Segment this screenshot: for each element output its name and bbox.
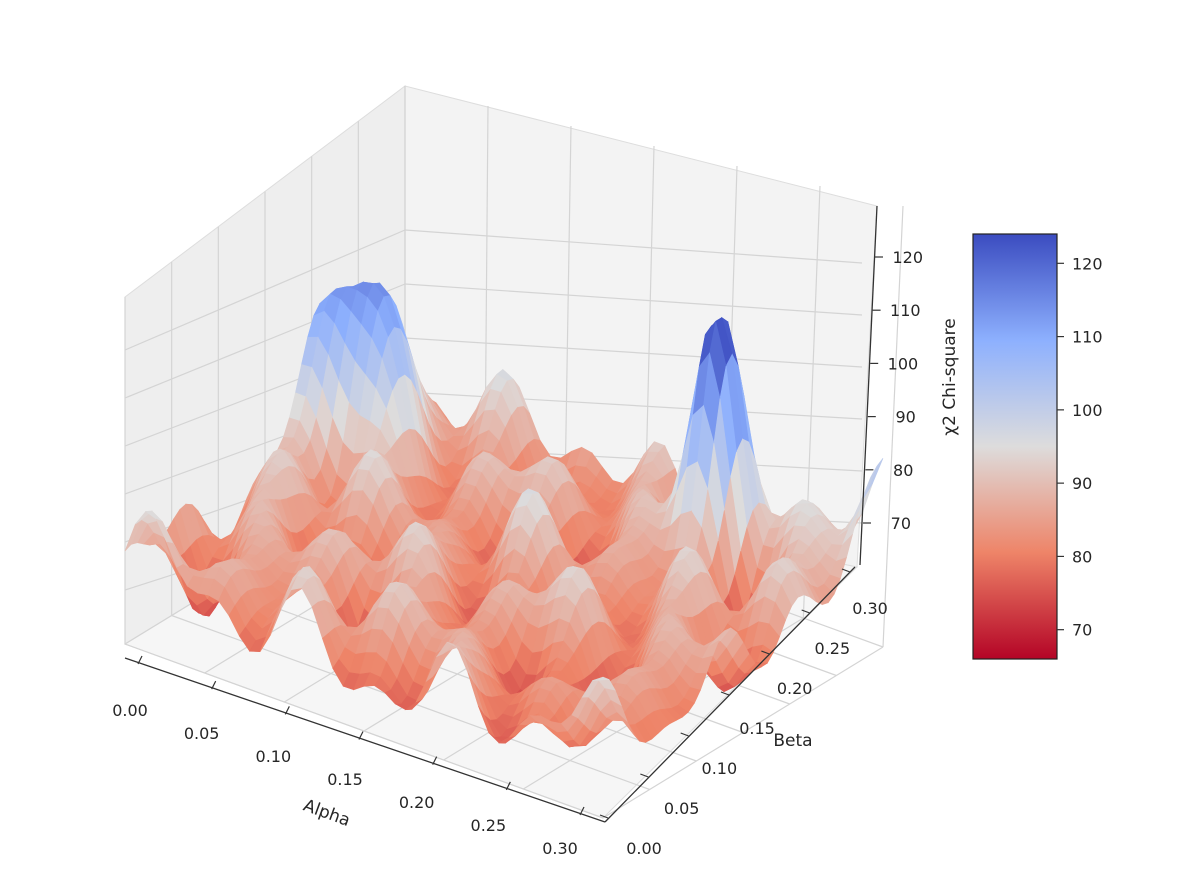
z-tick-label: 100 (888, 354, 919, 373)
y-tick-group: 0.00 0.05 0.10 0.15 0.20 0.25 0.30 (599, 568, 888, 858)
x-tick (284, 706, 290, 715)
surface-patch (866, 458, 884, 494)
colorbar-tick-label: 110 (1072, 328, 1103, 347)
grid-line (404, 337, 863, 368)
grid-line (602, 646, 884, 819)
axis-lines (124, 205, 878, 823)
y-tick-label: 0.20 (777, 679, 813, 698)
y-tick (720, 691, 730, 696)
colorbar-tick-label: 70 (1072, 621, 1092, 640)
grid-line (882, 205, 904, 648)
x-tick-label: 0.20 (399, 793, 435, 812)
y-tick (761, 650, 770, 655)
colorbar-tick-label: 100 (1072, 401, 1103, 420)
y-tick (680, 732, 689, 737)
colorbar-gradient (972, 233, 1058, 660)
y-tick (841, 568, 851, 573)
z-axis-line (859, 205, 878, 566)
colorbar-tick-label: 80 (1072, 547, 1092, 566)
y-tick (599, 814, 609, 819)
y-tick-label: 0.15 (739, 719, 775, 738)
x-tick-label: 0.25 (471, 816, 507, 835)
y-axis-line (604, 566, 856, 823)
z-tick-label: 90 (895, 408, 915, 427)
grid-line (404, 391, 863, 420)
x-tick-group: 0.00 0.05 0.10 0.15 0.20 0.25 0.30 (112, 655, 585, 858)
colorbar-tick-group: 70 80 90 100 110 120 (1057, 254, 1103, 640)
x-axis-label: Alpha (301, 796, 353, 831)
x-tick-label: 0.00 (112, 701, 148, 720)
y-tick-label: 0.25 (815, 639, 851, 658)
x-tick (211, 680, 217, 690)
surface-plot (124, 281, 884, 748)
x-tick (137, 655, 143, 665)
grid-line (124, 229, 406, 351)
grid-line (404, 283, 863, 316)
x-tick (432, 756, 438, 765)
y-tick-label: 0.05 (664, 799, 700, 818)
y-axis-label: Beta (773, 731, 812, 751)
z-tick-label: 80 (893, 461, 913, 480)
x-axis-line (124, 657, 606, 823)
colorbar-tick-label: 120 (1072, 254, 1103, 273)
y-tick (801, 609, 810, 614)
x-tick (505, 781, 511, 791)
surface-patch (592, 676, 610, 681)
z-tick-label: 120 (892, 248, 923, 267)
x-tick-label: 0.15 (327, 770, 363, 789)
x-tick-label: 0.30 (542, 839, 578, 858)
x-tick (358, 731, 364, 740)
y-tick (640, 773, 649, 778)
y-tick-label: 0.10 (702, 759, 738, 778)
colorbar: 70 80 90 100 110 120 (972, 233, 1103, 660)
x-tick-label: 0.10 (256, 747, 292, 766)
y-tick-label: 0.30 (852, 599, 888, 618)
colorbar-tick-label: 90 (1072, 474, 1092, 493)
x-tick-label: 0.05 (184, 724, 220, 743)
grid-line (404, 229, 863, 264)
z-axis-label: χ2 Chi-square (940, 318, 960, 435)
y-tick-label: 0.00 (626, 839, 662, 858)
z-tick-label: 70 (891, 514, 911, 533)
z-tick-group: 70 80 90 100 110 120 (863, 248, 923, 533)
z-tick-label: 110 (890, 301, 921, 320)
x-tick (579, 806, 585, 816)
